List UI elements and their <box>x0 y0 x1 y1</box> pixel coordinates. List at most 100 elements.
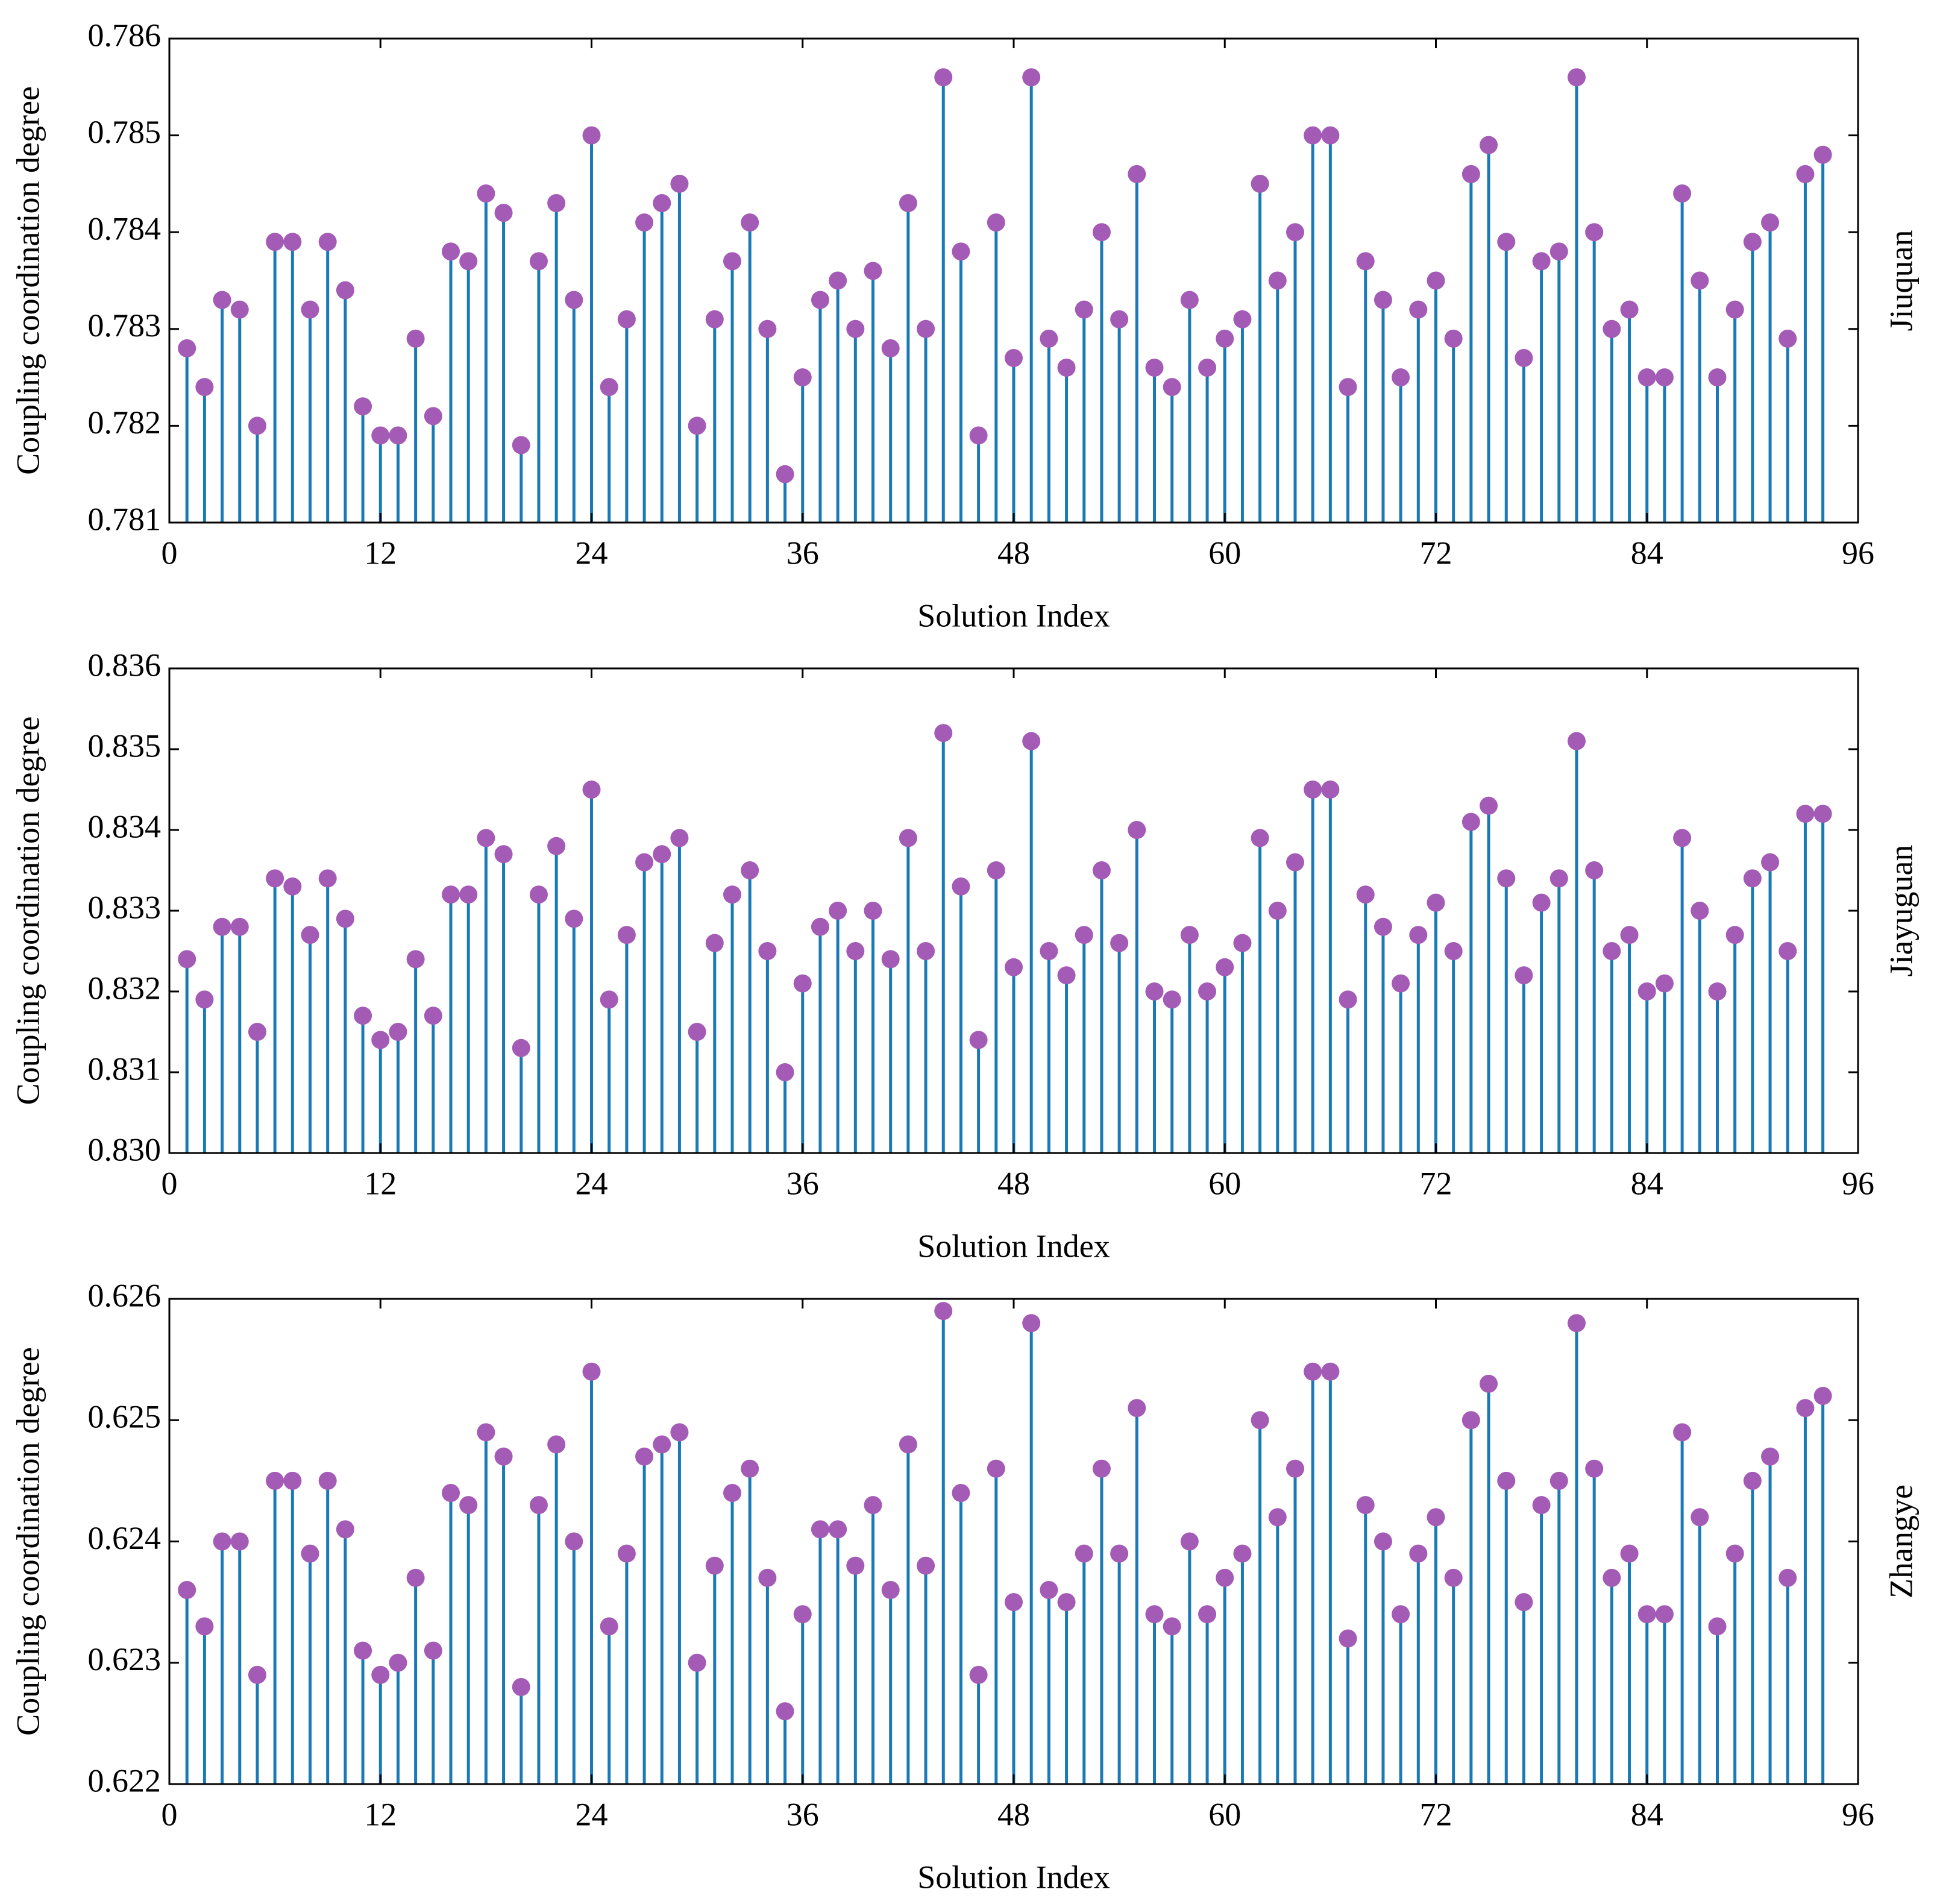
marker <box>1637 1605 1656 1624</box>
marker <box>846 1556 865 1575</box>
marker <box>829 902 847 920</box>
marker <box>1075 300 1093 319</box>
marker <box>1092 223 1111 242</box>
marker <box>1515 966 1533 985</box>
panel-label: Jiuquan <box>1883 230 1919 331</box>
marker <box>1691 271 1709 290</box>
y-tick-label: 0.626 <box>88 1277 162 1313</box>
marker <box>213 1532 231 1551</box>
x-axis-label: Solution Index <box>917 1859 1110 1895</box>
marker <box>213 291 231 309</box>
marker <box>582 126 601 145</box>
marker <box>1040 942 1058 960</box>
marker <box>512 1678 530 1696</box>
x-tick-label: 60 <box>1208 1796 1241 1832</box>
marker <box>1075 1544 1093 1563</box>
x-tick-label: 36 <box>786 535 819 571</box>
marker <box>1497 1471 1516 1490</box>
marker <box>1813 805 1832 823</box>
marker <box>547 837 566 855</box>
x-tick-label: 72 <box>1420 1796 1452 1832</box>
marker <box>1128 821 1146 839</box>
marker <box>266 1471 284 1490</box>
marker <box>776 1063 794 1081</box>
marker <box>1620 300 1639 319</box>
marker <box>688 416 706 435</box>
marker <box>230 300 249 319</box>
marker <box>1497 233 1516 251</box>
y-tick-label: 0.836 <box>88 647 162 683</box>
marker <box>178 339 196 357</box>
x-tick-label: 72 <box>1420 1165 1452 1201</box>
marker <box>758 1568 777 1587</box>
marker <box>864 1496 882 1515</box>
marker <box>1180 291 1199 309</box>
marker <box>1198 982 1217 1001</box>
marker <box>1092 1459 1111 1478</box>
marker <box>459 252 478 271</box>
marker <box>1321 126 1340 145</box>
y-tick-label: 0.781 <box>88 501 162 537</box>
marker <box>829 1520 847 1539</box>
marker <box>1304 126 1322 145</box>
marker <box>653 1435 671 1454</box>
marker <box>600 990 618 1009</box>
marker <box>1409 926 1428 944</box>
x-tick-label: 48 <box>997 1796 1030 1832</box>
marker <box>1427 1508 1445 1527</box>
marker <box>318 869 337 888</box>
marker <box>1198 1605 1217 1624</box>
marker <box>952 877 970 896</box>
y-tick-label: 0.834 <box>88 808 162 844</box>
marker <box>195 990 214 1009</box>
marker <box>195 1617 214 1636</box>
marker <box>881 339 900 357</box>
marker <box>1251 1411 1269 1430</box>
marker <box>969 1665 988 1684</box>
marker <box>1392 974 1410 993</box>
marker <box>1515 1593 1533 1612</box>
marker <box>1427 271 1445 290</box>
marker <box>213 917 231 936</box>
marker <box>336 1520 354 1539</box>
marker <box>1796 805 1815 823</box>
marker <box>336 281 354 300</box>
marker <box>1005 1593 1023 1612</box>
marker <box>442 242 460 261</box>
marker <box>178 950 196 969</box>
marker <box>1163 1617 1181 1636</box>
y-tick-label: 0.783 <box>88 307 162 344</box>
marker <box>899 194 917 213</box>
marker <box>705 934 724 952</box>
marker <box>230 917 249 936</box>
marker <box>1620 1544 1639 1563</box>
marker <box>881 950 900 969</box>
x-axis-label: Solution Index <box>917 1228 1110 1264</box>
marker <box>477 829 495 847</box>
y-tick-label: 0.832 <box>88 970 162 1006</box>
marker <box>617 926 636 944</box>
marker <box>1691 902 1709 920</box>
marker <box>1725 300 1744 319</box>
marker <box>1461 812 1480 831</box>
marker <box>1356 252 1375 271</box>
marker <box>1813 145 1832 164</box>
marker <box>442 885 460 904</box>
marker <box>565 910 583 928</box>
marker <box>1655 974 1674 993</box>
marker <box>1427 893 1445 912</box>
marker <box>635 213 654 232</box>
marker <box>776 465 794 483</box>
marker <box>1725 926 1744 944</box>
marker <box>899 1435 917 1454</box>
marker <box>1145 1605 1164 1624</box>
marker <box>1549 1471 1568 1490</box>
marker <box>1568 68 1586 87</box>
marker <box>1163 378 1181 397</box>
x-tick-label: 0 <box>162 1796 178 1832</box>
x-axis-label: Solution Index <box>917 597 1110 633</box>
x-tick-label: 96 <box>1842 535 1874 571</box>
marker <box>1778 329 1797 348</box>
marker <box>758 942 777 960</box>
marker <box>617 1544 636 1563</box>
